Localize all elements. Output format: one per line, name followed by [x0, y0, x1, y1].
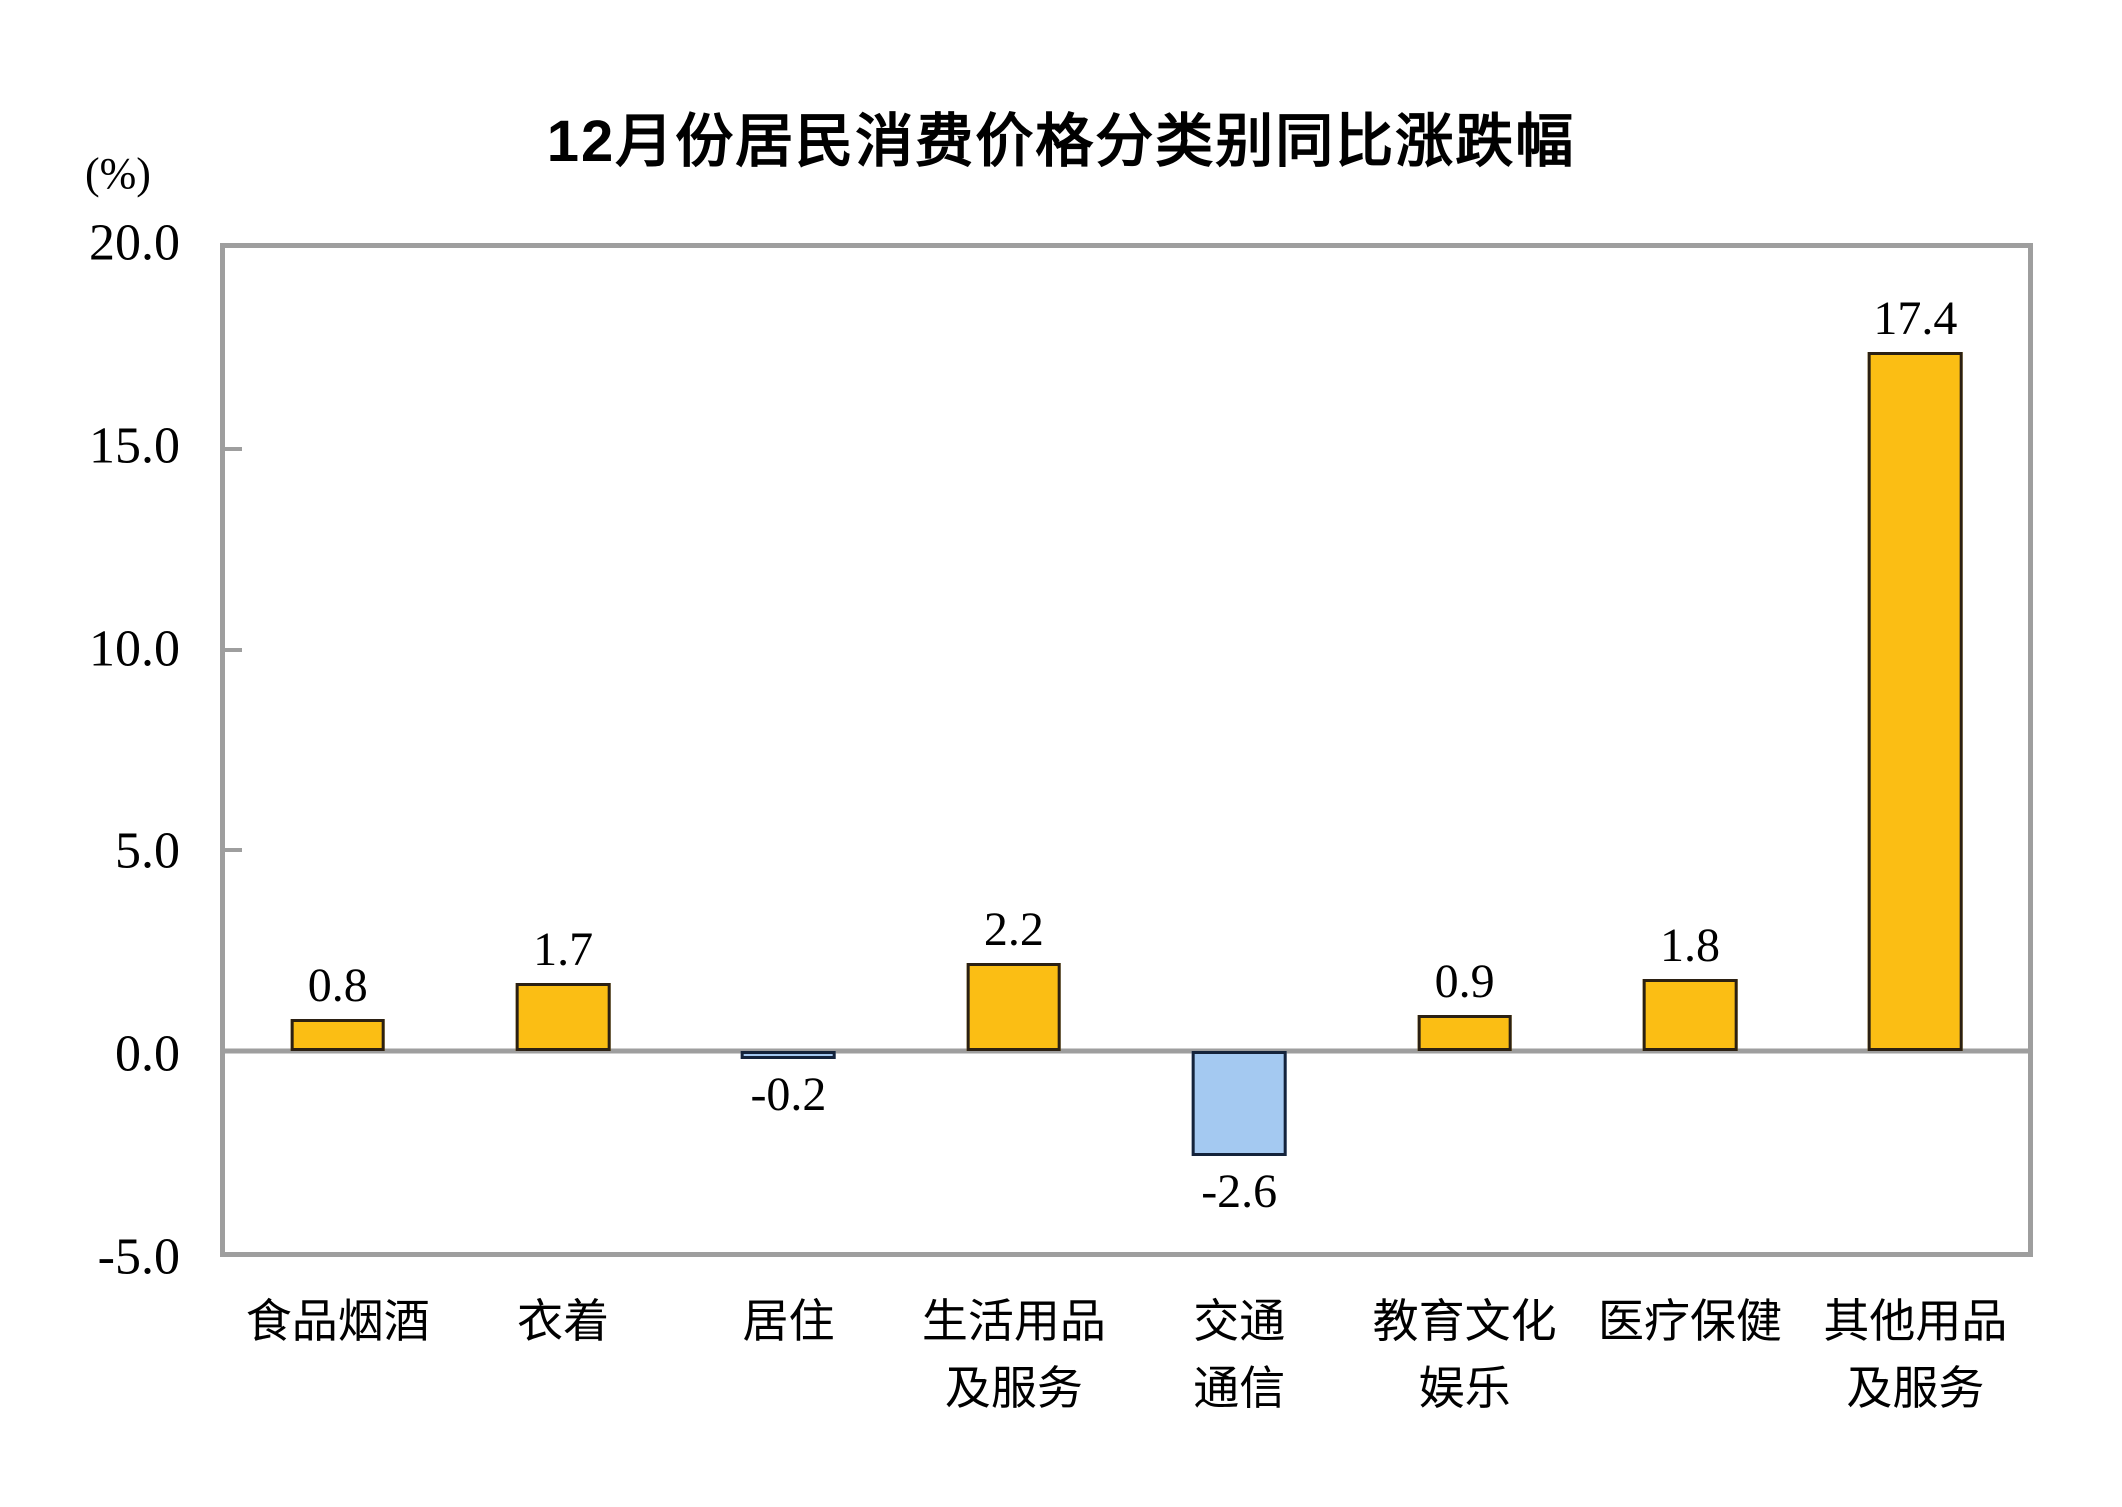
bar-value-label: 17.4 — [1873, 292, 1958, 346]
y-axis: 20.0 15.0 10.0 5.0 0.0 -5.0 — [0, 215, 180, 1286]
bar-value-label: 2.2 — [983, 902, 1044, 956]
bar — [966, 962, 1062, 1052]
bar — [1417, 1015, 1512, 1052]
x-axis-category-label: 其他用品 及服务 — [1823, 1295, 2008, 1414]
bar — [1191, 1051, 1287, 1156]
x-axis-category-label: 居住 — [742, 1295, 835, 1347]
y-tick-label: -5.0 — [97, 1228, 180, 1286]
x-axis-category-label: 教育文化 娱乐 — [1372, 1295, 1557, 1414]
zero-axis-line — [225, 1048, 2028, 1054]
y-tick-mark — [225, 848, 242, 853]
y-tick-label: 20.0 — [89, 214, 180, 272]
bar-value-label: 1.7 — [533, 922, 594, 976]
x-axis-category-label: 食品烟酒 — [245, 1295, 430, 1347]
bar-value-label: -2.6 — [1201, 1164, 1278, 1218]
y-axis-unit-label: (%) — [85, 149, 151, 198]
y-tick-mark — [225, 647, 242, 652]
y-tick-label: 5.0 — [115, 822, 180, 880]
bar — [290, 1019, 386, 1052]
bar — [1867, 352, 1963, 1052]
y-tick-label: 0.0 — [115, 1025, 180, 1083]
x-axis-category-label: 衣着 — [517, 1295, 610, 1347]
bar — [1642, 978, 1738, 1052]
bar-value-label: 0.8 — [307, 958, 368, 1012]
chart-title: 12月份居民消费价格分类别同比涨跌幅 — [546, 109, 1576, 174]
y-tick-mark — [225, 446, 242, 451]
x-axis-category-label: 生活用品 及服务 — [921, 1295, 1106, 1414]
y-tick-label: 15.0 — [89, 417, 180, 475]
x-axis-category-label: 医疗保健 — [1597, 1295, 1782, 1347]
y-tick-label: 10.0 — [89, 620, 180, 678]
bar — [741, 1051, 836, 1060]
x-axis-category-label: 交通 通信 — [1193, 1295, 1286, 1414]
plot-area: 0.8 1.7 -0.2 2.2 -2.6 0.9 1.8 17.4 — [220, 243, 2033, 1257]
bar — [515, 982, 611, 1052]
bar-value-label: 0.9 — [1434, 954, 1495, 1008]
bar-value-label: 1.8 — [1659, 918, 1720, 972]
x-axis-labels: 食品烟酒 衣着 居住 生活用品 及服务 交通 通信 教育文化 娱乐 医疗保健 其他用品 及服务 — [225, 1288, 2028, 1448]
bar-value-label: -0.2 — [750, 1068, 827, 1122]
